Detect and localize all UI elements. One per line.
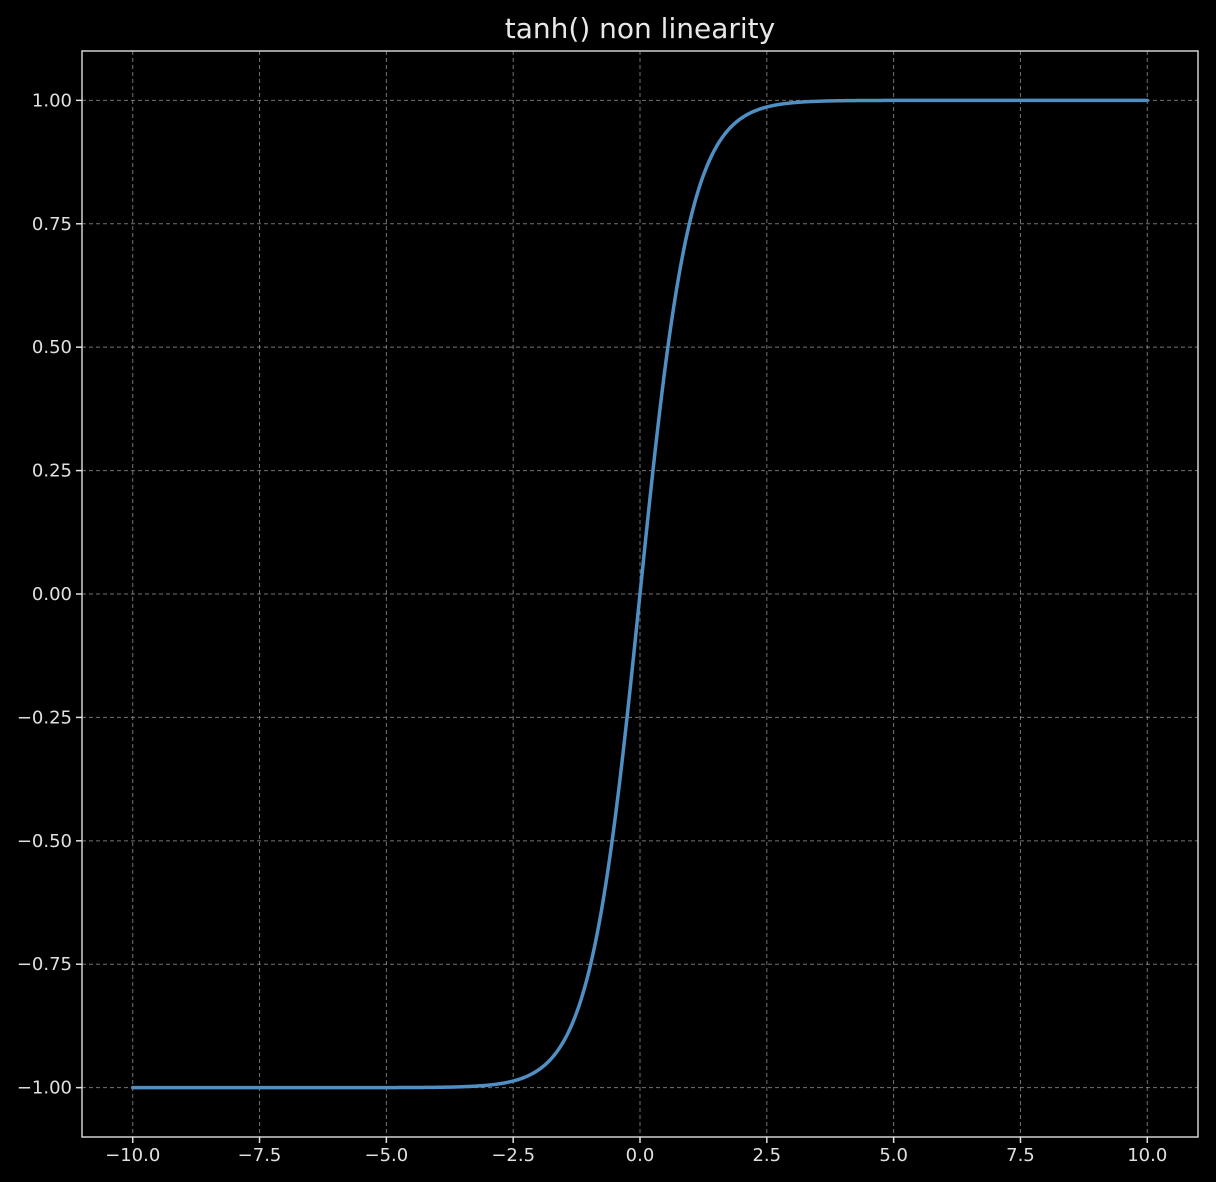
x-tick-label: −2.5 — [491, 1145, 535, 1166]
y-tick-label: 0.50 — [32, 337, 72, 358]
x-tick-label: −5.0 — [365, 1145, 409, 1166]
y-tick-label: 0.75 — [32, 214, 72, 235]
x-tick-label: −7.5 — [238, 1145, 282, 1166]
y-tick-label: 0.25 — [32, 461, 72, 482]
y-tick-label: 0.00 — [32, 584, 72, 605]
x-tick-label: 10.0 — [1127, 1145, 1167, 1166]
y-tick-label: −0.25 — [17, 707, 72, 728]
x-tick-label: −10.0 — [105, 1145, 160, 1166]
tanh-series-line — [130, 98, 1150, 1090]
chart-title: tanh() non linearity — [505, 12, 775, 45]
ticks-layer: −10.0 −7.5 −5.0 −2.5 0.0 2.5 5.0 7.5 10.0 −1.00 −0… — [17, 90, 1167, 1166]
y-tick-label: −0.50 — [17, 831, 72, 852]
x-tick-label: 2.5 — [752, 1145, 781, 1166]
y-tick-label: −0.75 — [17, 954, 72, 975]
y-tick-label: −1.00 — [17, 1078, 72, 1099]
series-layer — [130, 98, 1150, 1090]
x-tick-label: 5.0 — [879, 1145, 908, 1166]
x-tick-label: 7.5 — [1006, 1145, 1035, 1166]
y-tick-label: 1.00 — [32, 90, 72, 111]
x-tick-label: 0.0 — [626, 1145, 655, 1166]
